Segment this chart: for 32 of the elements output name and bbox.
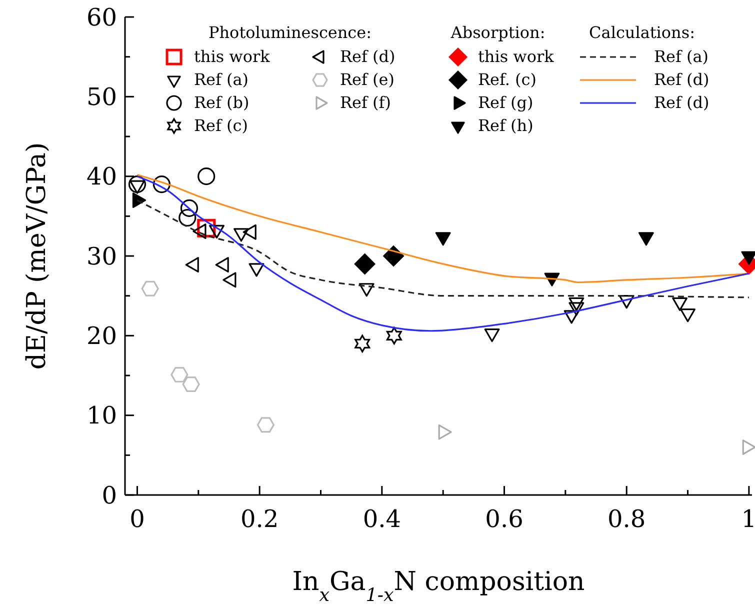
y-tick-label: 60 (86, 3, 117, 32)
legend-label: this work (194, 47, 270, 66)
y-axis-title: dE/dP (meV/GPa) (22, 142, 52, 370)
legend-label: Ref (h) (478, 116, 534, 135)
annotation: Absorption: (450, 23, 546, 42)
y-tick-label: 30 (86, 242, 117, 270)
x-tick-label: 0 (130, 505, 145, 533)
legend-label: Ref (e) (340, 70, 394, 89)
legend-label: Ref (d) (654, 93, 710, 112)
y-tick-label: 40 (86, 162, 117, 191)
x-tick-label: 0.6 (485, 505, 524, 533)
x-tick-label: 1 (741, 505, 755, 533)
x-tick-label: 0.8 (608, 505, 646, 533)
legend-label: Ref (d) (654, 70, 710, 89)
x-tick-label: 0.2 (240, 505, 279, 533)
legend-label: Ref (c) (194, 116, 248, 135)
legend-label: Ref (g) (478, 93, 534, 112)
legend-label: Ref (f) (340, 93, 391, 112)
legend-label: Ref (a) (654, 47, 709, 66)
y-tick-label: 10 (86, 402, 117, 430)
y-tick-label: 20 (86, 322, 117, 350)
legend-label: Ref (b) (194, 93, 250, 112)
legend-label: Ref (a) (194, 70, 249, 89)
legend-label: Ref. (c) (478, 70, 536, 89)
annotation: Photoluminescence: (208, 23, 372, 42)
x-axis-title: In$_{x}$Ga$_{1-x}$N composition (292, 567, 586, 606)
x-tick-label: 0.4 (362, 505, 402, 533)
annotation: Calculations: (589, 23, 695, 42)
legend-label: Ref (d) (340, 47, 396, 66)
legend-label: this work (478, 47, 554, 66)
y-tick-label: 0 (102, 481, 117, 510)
y-tick-label: 50 (86, 83, 117, 112)
